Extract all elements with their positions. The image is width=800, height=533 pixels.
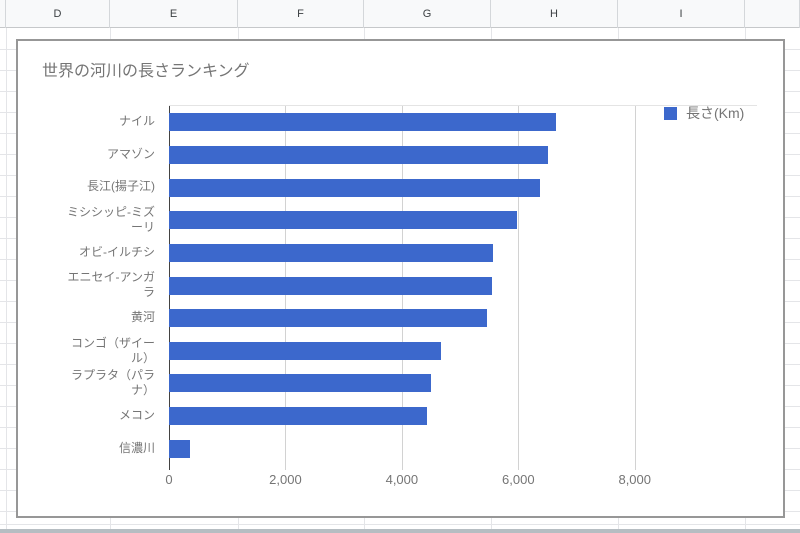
column-header-cell-F[interactable]: F bbox=[238, 0, 364, 28]
bar-コンゴ（ザイール）[interactable] bbox=[169, 341, 441, 360]
bar-ミシシッピ-ミズーリ[interactable] bbox=[169, 211, 517, 230]
value-axis-labels: 0 2,000 4,000 6,000 8,000 bbox=[165, 472, 757, 490]
column-header-cell-E[interactable]: E bbox=[110, 0, 238, 28]
bar-ラプラタ（パラナ）[interactable] bbox=[169, 374, 431, 393]
gridline bbox=[518, 106, 520, 470]
bar-アマゾン[interactable] bbox=[169, 145, 549, 164]
bar-row bbox=[169, 400, 757, 433]
bar-信濃川[interactable] bbox=[169, 439, 191, 458]
value-tick-label: 2,000 bbox=[269, 472, 302, 487]
column-header-cell[interactable] bbox=[0, 0, 6, 28]
category-label: アマゾン bbox=[106, 146, 155, 161]
bar-エニセイ-アンガラ[interactable] bbox=[169, 276, 493, 295]
value-tick-label: 6,000 bbox=[502, 472, 535, 487]
sheet-horizontal-gridline bbox=[0, 524, 800, 525]
bar-row bbox=[169, 334, 757, 367]
bar-row bbox=[169, 269, 757, 302]
category-label: エニセイ-アンガ ラ bbox=[67, 270, 155, 300]
bar-row bbox=[169, 302, 757, 335]
value-tick-label: 8,000 bbox=[618, 472, 652, 487]
bar-row bbox=[169, 171, 757, 204]
bar-row bbox=[169, 204, 757, 237]
category-label: 信濃川 bbox=[118, 441, 155, 456]
value-tick-label: 4,000 bbox=[385, 472, 419, 487]
category-label: コンゴ（ザイー ル） bbox=[70, 335, 155, 365]
category-label: 黄河 bbox=[130, 310, 155, 325]
category-label: メコン bbox=[118, 408, 155, 423]
bar-黄河[interactable] bbox=[169, 309, 488, 328]
chart-title[interactable]: 世界の河川の長さランキング bbox=[42, 63, 250, 80]
chart-legend[interactable]: 長さ(Km) bbox=[664, 103, 744, 123]
legend-label: 長さ(Km) bbox=[686, 105, 745, 121]
bar-オビ-イルチシ[interactable] bbox=[169, 243, 494, 262]
bar-row bbox=[169, 367, 757, 400]
bar-メコン[interactable] bbox=[169, 407, 427, 426]
value-tick-label: 0 bbox=[165, 472, 173, 487]
embedded-chart[interactable]: 世界の河川の長さランキング 長さ(Km) ナイルアマゾン長江(揚子江) ミシシッピ… bbox=[16, 39, 785, 518]
category-label: ナイル bbox=[118, 113, 155, 128]
category-label: 長江(揚子江) bbox=[87, 179, 155, 194]
category-label: オビ-イルチシ bbox=[79, 244, 155, 259]
bar-row bbox=[169, 139, 757, 172]
category-label: ミシシッピ-ミズ ーリ bbox=[67, 204, 155, 234]
bar-series bbox=[169, 106, 757, 465]
plot-area bbox=[169, 105, 757, 470]
column-header-cell-H[interactable]: H bbox=[491, 0, 618, 28]
category-label: ラプラタ（パラ ナ） bbox=[70, 368, 155, 398]
column-header-cell-G[interactable]: G bbox=[364, 0, 491, 28]
column-header-cell-I[interactable]: I bbox=[618, 0, 745, 28]
category-axis-labels: ナイルアマゾン長江(揚子江) ミシシッピ-ミズ ーリオビ-イルチシエニセイ-アンガ… bbox=[26, 105, 162, 465]
bar-row bbox=[169, 106, 757, 139]
bar-row bbox=[169, 237, 757, 270]
gridline bbox=[634, 106, 636, 470]
bar-row bbox=[169, 432, 757, 465]
bottom-scroll-strip[interactable] bbox=[0, 529, 800, 533]
legend-swatch bbox=[664, 106, 677, 120]
column-header-cell[interactable] bbox=[745, 0, 800, 28]
column-header-cell-D[interactable]: D bbox=[6, 0, 110, 28]
bar-長江(揚子江)[interactable] bbox=[169, 178, 541, 197]
bar-ナイル[interactable] bbox=[169, 113, 557, 132]
